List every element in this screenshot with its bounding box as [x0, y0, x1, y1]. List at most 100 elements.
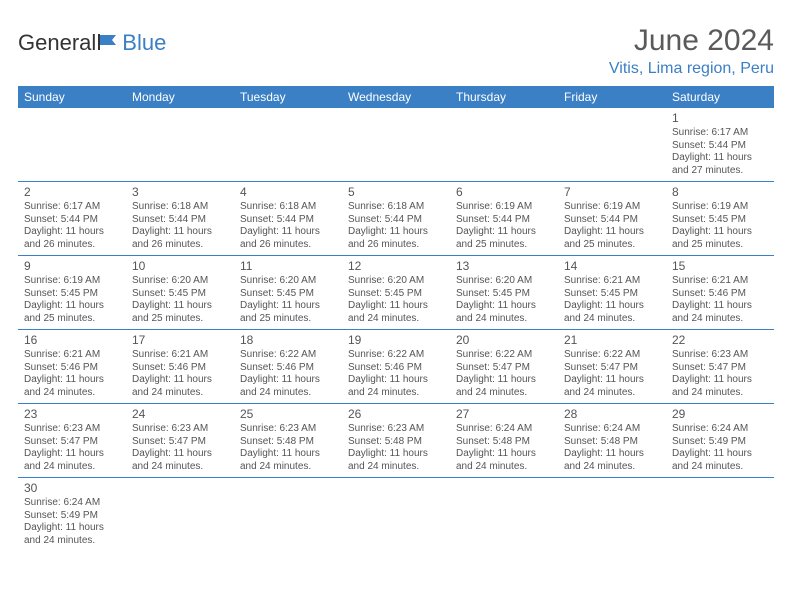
calendar-week: 9Sunrise: 6:19 AMSunset: 5:45 PMDaylight…: [18, 256, 774, 330]
sunset-text: Sunset: 5:47 PM: [24, 436, 120, 449]
calendar-cell: 17Sunrise: 6:21 AMSunset: 5:46 PMDayligh…: [126, 330, 234, 404]
daylight-text: Daylight: 11 hours: [456, 448, 552, 461]
calendar-week: 1Sunrise: 6:17 AMSunset: 5:44 PMDaylight…: [18, 108, 774, 182]
sunrise-text: Sunrise: 6:24 AM: [24, 497, 120, 510]
day-number: 30: [24, 481, 120, 496]
sunset-text: Sunset: 5:44 PM: [456, 214, 552, 227]
sunrise-text: Sunrise: 6:20 AM: [348, 275, 444, 288]
sunset-text: Sunset: 5:45 PM: [672, 214, 768, 227]
daylight-text: Daylight: 11 hours: [672, 300, 768, 313]
daylight-text: Daylight: 11 hours: [132, 300, 228, 313]
daylight-text: Daylight: 11 hours: [24, 226, 120, 239]
calendar-cell: 18Sunrise: 6:22 AMSunset: 5:46 PMDayligh…: [234, 330, 342, 404]
calendar-cell: 24Sunrise: 6:23 AMSunset: 5:47 PMDayligh…: [126, 404, 234, 478]
day-number: 3: [132, 185, 228, 200]
day-header-row: Sunday Monday Tuesday Wednesday Thursday…: [18, 86, 774, 108]
sunrise-text: Sunrise: 6:20 AM: [456, 275, 552, 288]
calendar-cell: 3Sunrise: 6:18 AMSunset: 5:44 PMDaylight…: [126, 182, 234, 256]
day-number: 8: [672, 185, 768, 200]
daylight-text: and 24 minutes.: [672, 387, 768, 400]
daylight-text: Daylight: 11 hours: [348, 448, 444, 461]
calendar-cell: [342, 108, 450, 182]
calendar-cell: [234, 478, 342, 552]
calendar-cell: 23Sunrise: 6:23 AMSunset: 5:47 PMDayligh…: [18, 404, 126, 478]
sunrise-text: Sunrise: 6:23 AM: [132, 423, 228, 436]
calendar-cell: 13Sunrise: 6:20 AMSunset: 5:45 PMDayligh…: [450, 256, 558, 330]
day-number: 16: [24, 333, 120, 348]
calendar-cell: [126, 108, 234, 182]
daylight-text: Daylight: 11 hours: [240, 448, 336, 461]
calendar-cell: [234, 108, 342, 182]
day-number: 12: [348, 259, 444, 274]
calendar-cell: 2Sunrise: 6:17 AMSunset: 5:44 PMDaylight…: [18, 182, 126, 256]
daylight-text: and 27 minutes.: [672, 165, 768, 178]
sunrise-text: Sunrise: 6:19 AM: [564, 201, 660, 214]
flag-icon: [98, 30, 120, 56]
daylight-text: Daylight: 11 hours: [564, 300, 660, 313]
day-header: Sunday: [18, 86, 126, 108]
sunrise-text: Sunrise: 6:21 AM: [564, 275, 660, 288]
title-block: June 2024 Vitis, Lima region, Peru: [609, 24, 774, 78]
daylight-text: and 25 minutes.: [564, 239, 660, 252]
sunrise-text: Sunrise: 6:23 AM: [672, 349, 768, 362]
logo-text-1: General: [18, 30, 96, 56]
sunset-text: Sunset: 5:47 PM: [132, 436, 228, 449]
calendar-cell: 30Sunrise: 6:24 AMSunset: 5:49 PMDayligh…: [18, 478, 126, 552]
sunrise-text: Sunrise: 6:19 AM: [24, 275, 120, 288]
sunrise-text: Sunrise: 6:18 AM: [132, 201, 228, 214]
sunset-text: Sunset: 5:48 PM: [564, 436, 660, 449]
daylight-text: Daylight: 11 hours: [672, 226, 768, 239]
calendar-cell: 5Sunrise: 6:18 AMSunset: 5:44 PMDaylight…: [342, 182, 450, 256]
daylight-text: and 25 minutes.: [240, 313, 336, 326]
daylight-text: and 25 minutes.: [456, 239, 552, 252]
calendar-cell: 27Sunrise: 6:24 AMSunset: 5:48 PMDayligh…: [450, 404, 558, 478]
calendar-cell: 9Sunrise: 6:19 AMSunset: 5:45 PMDaylight…: [18, 256, 126, 330]
calendar-cell: [18, 108, 126, 182]
daylight-text: Daylight: 11 hours: [24, 448, 120, 461]
day-header: Friday: [558, 86, 666, 108]
sunset-text: Sunset: 5:44 PM: [24, 214, 120, 227]
day-number: 24: [132, 407, 228, 422]
sunrise-text: Sunrise: 6:22 AM: [564, 349, 660, 362]
calendar-cell: 25Sunrise: 6:23 AMSunset: 5:48 PMDayligh…: [234, 404, 342, 478]
sunset-text: Sunset: 5:44 PM: [240, 214, 336, 227]
sunrise-text: Sunrise: 6:22 AM: [348, 349, 444, 362]
calendar-cell: 20Sunrise: 6:22 AMSunset: 5:47 PMDayligh…: [450, 330, 558, 404]
calendar-cell: 10Sunrise: 6:20 AMSunset: 5:45 PMDayligh…: [126, 256, 234, 330]
day-number: 15: [672, 259, 768, 274]
sunrise-text: Sunrise: 6:24 AM: [564, 423, 660, 436]
daylight-text: and 24 minutes.: [348, 461, 444, 474]
month-title: June 2024: [609, 24, 774, 58]
day-number: 6: [456, 185, 552, 200]
daylight-text: and 24 minutes.: [348, 313, 444, 326]
daylight-text: Daylight: 11 hours: [456, 374, 552, 387]
day-number: 5: [348, 185, 444, 200]
daylight-text: Daylight: 11 hours: [132, 226, 228, 239]
daylight-text: Daylight: 11 hours: [24, 374, 120, 387]
calendar-cell: [666, 478, 774, 552]
daylight-text: Daylight: 11 hours: [564, 226, 660, 239]
daylight-text: Daylight: 11 hours: [456, 300, 552, 313]
daylight-text: Daylight: 11 hours: [24, 522, 120, 535]
sunset-text: Sunset: 5:49 PM: [672, 436, 768, 449]
calendar-cell: 26Sunrise: 6:23 AMSunset: 5:48 PMDayligh…: [342, 404, 450, 478]
calendar-week: 2Sunrise: 6:17 AMSunset: 5:44 PMDaylight…: [18, 182, 774, 256]
calendar-cell: 15Sunrise: 6:21 AMSunset: 5:46 PMDayligh…: [666, 256, 774, 330]
sunrise-text: Sunrise: 6:24 AM: [672, 423, 768, 436]
day-number: 19: [348, 333, 444, 348]
daylight-text: Daylight: 11 hours: [348, 226, 444, 239]
daylight-text: Daylight: 11 hours: [24, 300, 120, 313]
day-header: Tuesday: [234, 86, 342, 108]
day-header: Saturday: [666, 86, 774, 108]
daylight-text: Daylight: 11 hours: [240, 374, 336, 387]
calendar-cell: 14Sunrise: 6:21 AMSunset: 5:45 PMDayligh…: [558, 256, 666, 330]
day-number: 4: [240, 185, 336, 200]
daylight-text: Daylight: 11 hours: [348, 374, 444, 387]
daylight-text: Daylight: 11 hours: [672, 374, 768, 387]
daylight-text: and 24 minutes.: [564, 387, 660, 400]
sunrise-text: Sunrise: 6:17 AM: [24, 201, 120, 214]
day-number: 26: [348, 407, 444, 422]
day-number: 13: [456, 259, 552, 274]
sunrise-text: Sunrise: 6:21 AM: [24, 349, 120, 362]
sunset-text: Sunset: 5:45 PM: [132, 288, 228, 301]
